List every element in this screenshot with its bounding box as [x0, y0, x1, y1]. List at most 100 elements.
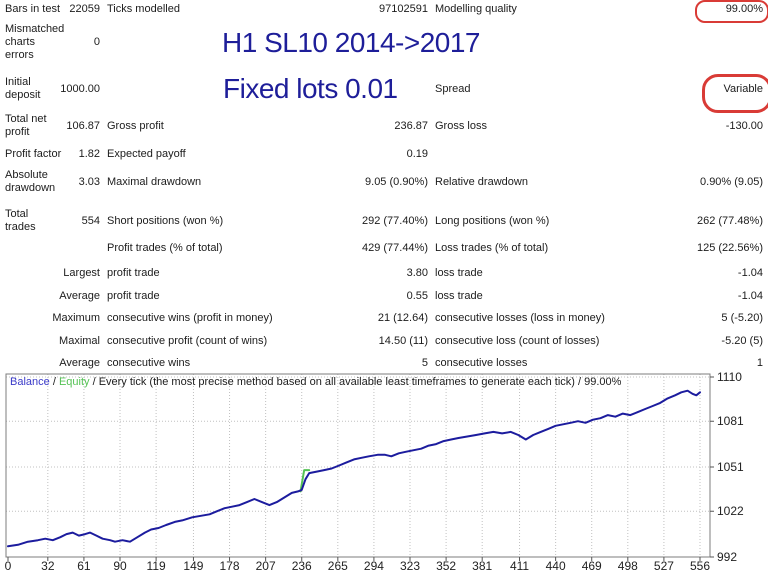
stat-value: Average [59, 290, 100, 302]
stat-label: profit trade [107, 290, 160, 302]
stat-value: 97102591 [379, 3, 428, 15]
stat-value: 0.90% (9.05) [700, 176, 763, 188]
equity-line [299, 469, 311, 493]
x-tick-label: 323 [400, 559, 420, 573]
stat-value: 292 (77.40%) [361, 215, 428, 227]
stat-value: -130.00 [725, 120, 763, 132]
stat-value: 1 [756, 357, 763, 369]
stats-row: Profit trades (% of total) 429 (77.44%) … [0, 242, 768, 255]
stat-label: Spread [435, 83, 471, 95]
stat-value: 21 (12.64) [377, 312, 428, 324]
balance-line [7, 389, 701, 548]
stat-value: Average [59, 357, 100, 369]
plot-border [5, 373, 711, 558]
annotation-strategy-title: H1 SL10 2014->2017 [222, 27, 481, 58]
stats-row: Maximum consecutive wins (profit in mone… [0, 312, 768, 325]
legend-balance-label: Balance [10, 376, 50, 388]
x-tick-label: 527 [654, 559, 674, 573]
stat-label: Total trades [5, 208, 36, 233]
stats-row: Profit factor 1.82 Expected payoff 0.19 [0, 148, 768, 161]
x-tick-label: 352 [436, 559, 456, 573]
y-tick-label: 1051 [717, 460, 744, 474]
y-tick-label: 992 [717, 550, 737, 564]
stat-value: 1000.00 [60, 83, 100, 95]
stat-label: consecutive wins [107, 357, 191, 369]
stat-value: 22059 [69, 3, 100, 15]
legend-model-description: Every tick (the most precise method base… [98, 376, 622, 388]
stat-label: consecutive loss (count of losses) [435, 335, 600, 347]
chart-legend: Balance / Equity / Every tick (the most … [10, 376, 621, 389]
stat-value: 262 (77.48%) [696, 215, 763, 227]
stat-label: consecutive profit (count of wins) [107, 335, 268, 347]
balance-chart-plot: 0 32 61 90 119 149 178 207 236 265 294 323 352 381 411… [5, 372, 744, 573]
stats-row: Largest profit trade 3.80 loss trade -1.… [0, 267, 768, 280]
stat-value: 99.00% [725, 3, 763, 15]
x-tick-label: 411 [510, 559, 529, 573]
stat-value: 14.50 (11) [378, 335, 428, 347]
stat-value: 0 [93, 36, 100, 48]
stat-label: Loss trades (% of total) [435, 242, 549, 254]
x-tick-label: 469 [582, 559, 602, 573]
stat-label: Expected payoff [107, 148, 186, 160]
legend-separator: / [89, 376, 99, 388]
stat-value: 125 (22.56%) [696, 242, 763, 254]
stat-value: 3.80 [406, 267, 428, 279]
y-tick-label: 1022 [717, 504, 744, 518]
stat-value: Maximum [52, 312, 100, 324]
annotation-lots-title: Fixed lots 0.01 [223, 73, 398, 104]
x-tick-label: 265 [328, 559, 348, 573]
stat-label: consecutive losses (loss in money) [435, 312, 605, 324]
x-tick-label: 236 [292, 559, 312, 573]
stat-value: -1.04 [737, 267, 763, 279]
stat-label: loss trade [435, 290, 483, 302]
stats-row: Mismatched charts errors 0 [0, 23, 768, 61]
stat-value: 1.82 [78, 148, 100, 160]
stat-value: 9.05 (0.90%) [365, 176, 428, 188]
stat-value: 554 [81, 215, 100, 227]
stats-row: Initial deposit 1000.00 Spread Variable [0, 76, 768, 101]
stat-value: 429 (77.44%) [361, 242, 428, 254]
stat-label: Profit factor [5, 148, 62, 160]
stat-value: 106.87 [66, 120, 100, 132]
stat-value: Largest [63, 267, 100, 279]
stats-row: Average consecutive wins 5 consecutive l… [0, 357, 768, 370]
stat-label: Mismatched charts errors [5, 23, 65, 61]
x-tick-label: 90 [113, 559, 127, 573]
x-tick-label: 0 [5, 559, 12, 573]
stat-label: Initial deposit [5, 76, 41, 101]
stat-value: -5.20 (5) [721, 335, 763, 347]
stat-value: 0.55 [406, 290, 428, 302]
stat-label: Bars in test [5, 3, 61, 15]
stat-label: loss trade [435, 267, 483, 279]
stat-label: Ticks modelled [107, 3, 180, 15]
stat-label: Maximal drawdown [107, 176, 202, 188]
stat-value: 5 (-5.20) [721, 312, 763, 324]
x-tick-label: 178 [220, 559, 240, 573]
x-tick-label: 556 [690, 559, 710, 573]
stat-value: 5 [421, 357, 428, 369]
stats-row: Bars in test 22059 Ticks modelled 971025… [0, 3, 768, 16]
stat-value: 236.87 [394, 120, 428, 132]
stat-label: Gross profit [107, 120, 164, 132]
stat-label: Modelling quality [435, 3, 517, 15]
x-tick-label: 498 [618, 559, 638, 573]
x-tick-label: 207 [256, 559, 276, 573]
y-tick-label: 1081 [717, 414, 744, 428]
stat-value: -1.04 [737, 290, 763, 302]
stat-label: Profit trades (% of total) [107, 242, 223, 254]
stat-label: Long positions (won %) [435, 215, 550, 227]
x-tick-label: 440 [546, 559, 566, 573]
legend-separator: / [49, 376, 59, 388]
stat-label: Relative drawdown [435, 176, 528, 188]
x-tick-label: 381 [472, 559, 492, 573]
stat-label: Absolute drawdown [5, 169, 56, 194]
balance-chart: 0 32 61 90 119 149 178 207 236 265 294 323 352 381 411… [0, 372, 768, 575]
stats-row: Total net profit 106.87 Gross profit 236… [0, 113, 768, 138]
stat-value: 0.19 [406, 148, 428, 160]
x-tick-label: 149 [183, 559, 203, 573]
stats-row: Total trades 554 Short positions (won %)… [0, 208, 768, 233]
x-tick-label: 294 [364, 559, 384, 573]
stats-row: Absolute drawdown 3.03 Maximal drawdown … [0, 169, 768, 194]
stat-label: consecutive losses [435, 357, 528, 369]
stats-row: Average profit trade 0.55 loss trade -1.… [0, 290, 768, 303]
